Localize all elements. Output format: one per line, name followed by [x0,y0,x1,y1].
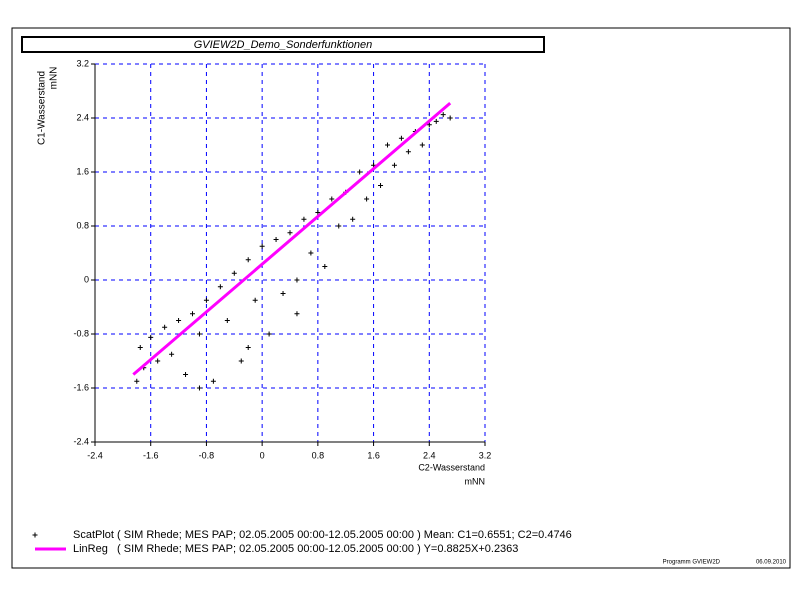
scatter-point [203,297,209,303]
scatter-point [294,311,300,317]
y-tick-label: 0.8 [76,220,89,230]
x-tick-label: 0 [260,450,265,460]
scatter-point [336,223,342,229]
scatter-point [238,358,244,364]
scatter-point [322,264,328,269]
y-tick-label: 0 [84,274,89,284]
scatter-point [308,250,314,256]
outer-frame [11,27,791,569]
scatter-point [350,216,356,222]
x-tick-label: 1.6 [367,450,380,460]
scatter-point [440,112,446,118]
scatter-point [433,118,439,124]
x-axis-label: C2-Wasserstand [418,462,485,472]
x-tick-label: 2.4 [423,450,436,460]
x-tick-label: 0.8 [312,450,325,460]
x-tick-label: -1.6 [143,450,159,460]
scatter-point [148,334,154,340]
scatter-point [169,351,175,357]
legend-label: LinReg ( SIM Rhede; MES PAP; 02.05.2005 … [73,543,518,555]
scatter-point [137,345,143,350]
y-tick-label: -2.4 [73,436,89,446]
scatter-point [217,284,223,290]
scatter-point [364,196,370,202]
x-axis-unit: mNN [465,476,486,486]
scatter-point [447,115,453,121]
scatter-point [259,243,265,249]
y-tick-label: 2.4 [76,112,89,122]
scatter-point [231,270,237,276]
scatter-point [134,378,140,384]
scatter-point [301,216,307,222]
scatter-point [245,345,251,350]
scatter-point [315,210,321,215]
y-tick-label: 3.2 [76,58,89,68]
scatter-point [155,358,161,364]
scatter-point [419,142,425,148]
x-tick-label: -0.8 [199,450,215,460]
footer-date: 06.09.2010 [756,560,787,566]
scatter-point [210,378,216,384]
legend-label: ScatPlot ( SIM Rhede; MES PAP; 02.05.200… [73,529,572,541]
scatter-point [224,318,230,323]
scatter-point [294,277,300,283]
y-axis-unit: mNN [49,67,60,90]
scatter-point [190,311,195,317]
scatter-point [176,318,182,323]
scatter-point [405,149,411,155]
regression-line [132,102,452,376]
scatter-point [252,297,258,303]
scatter-point [357,169,363,175]
title-box [21,36,545,53]
scatter-point [378,183,384,188]
scatter-point [273,237,279,242]
scatter-point [391,162,397,168]
scatter-point [196,385,202,391]
scatter-point [287,230,293,236]
scatter-point [329,196,335,202]
scatter-point [266,331,272,337]
footer-program: Programm GVIEW2D [663,560,721,566]
scatter-point [398,135,404,141]
y-tick-label: 1.6 [76,166,89,176]
scatter-point [280,291,286,296]
x-tick-label: 3.2 [479,450,492,460]
scatter-point [385,142,390,148]
scatter-point [245,257,251,263]
x-tick-label: -2.4 [87,450,103,460]
chart-title: GVIEW2D_Demo_Sonderfunktionen [194,39,373,51]
y-axis-label: C1-Wasserstand [37,71,48,145]
y-tick-label: -0.8 [73,328,89,338]
scatter-point [426,122,432,128]
scatter-point [162,324,168,330]
scatter-point [196,331,202,337]
legend-swatch [32,532,38,538]
scatter-point [183,372,189,377]
y-tick-label: -1.6 [73,382,89,392]
